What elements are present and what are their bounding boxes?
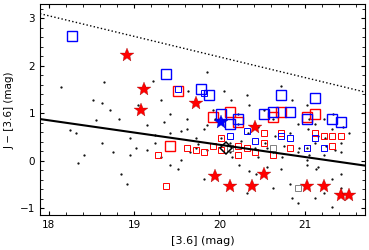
- X-axis label: [3.6] (mag): [3.6] (mag): [170, 236, 234, 246]
- Y-axis label: J − [3.6] (mag): J − [3.6] (mag): [4, 71, 14, 148]
